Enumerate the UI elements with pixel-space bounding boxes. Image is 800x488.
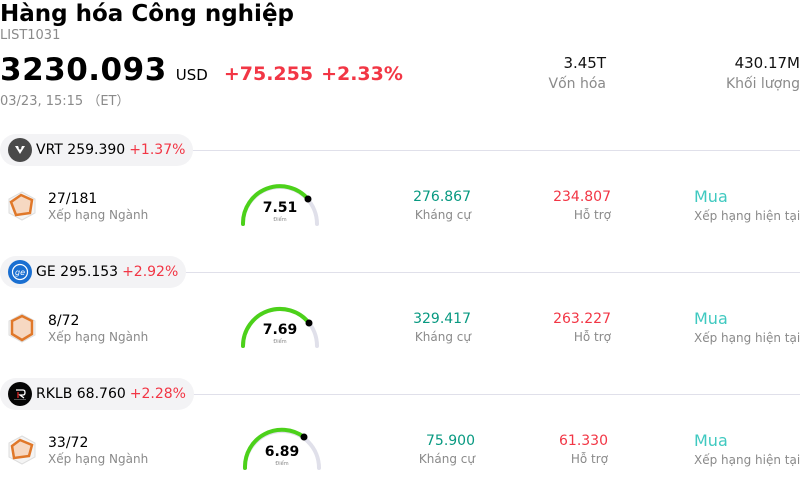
resistance: 276.867 Kháng cự [413, 188, 471, 224]
ticker: RKLB [36, 386, 73, 402]
score-gauge: 7.69 Điểm [238, 302, 328, 358]
score-label: Điểm [275, 461, 289, 467]
resistance-label: Kháng cự [414, 330, 471, 344]
ticker: GE [36, 264, 56, 280]
support-value: 234.807 [553, 189, 611, 205]
industry-rank-value: 8/72 [48, 313, 80, 329]
stock-card-vrt: VRT 259.390 +1.37% 27/181 Xếp hạng Ngành… [0, 134, 800, 256]
rating-value: Mua [694, 431, 728, 450]
rating-label: Xếp hạng hiện tại [694, 209, 800, 223]
support-value: 263.227 [553, 311, 611, 327]
volume-stat: 430.17M Khối lượng [726, 53, 800, 95]
score-value: 6.89 [264, 444, 300, 460]
svg-text:ge: ge [15, 268, 25, 277]
rating-label: Xếp hạng hiện tại [694, 453, 800, 467]
resistance: 329.417 Kháng cự [413, 310, 471, 346]
resistance-value: 329.417 [413, 311, 471, 327]
support: 234.807 Hỗ trợ [553, 188, 611, 224]
divider [180, 150, 800, 151]
timestamp: 03/23, 15:15 （ET） [0, 94, 130, 109]
stock-chip-rklb[interactable]: RKLB 68.760 +2.28% [0, 378, 194, 410]
rklb-logo-icon [8, 382, 32, 406]
vrt-logo-icon [8, 138, 32, 162]
industry-rank-radar-icon [8, 191, 36, 221]
stock-change-pct: +1.37% [129, 142, 186, 158]
divider [180, 272, 800, 273]
volume-value: 430.17M [734, 54, 800, 72]
rating-label: Xếp hạng hiện tại [694, 331, 800, 345]
rating-value: Mua [694, 187, 728, 206]
resistance-label: Kháng cự [418, 452, 475, 466]
currency: USD [175, 66, 208, 84]
resistance-label: Kháng cự [414, 208, 471, 222]
support-label: Hỗ trợ [570, 452, 608, 466]
stock-price: 259.390 [67, 142, 126, 158]
support: 263.227 Hỗ trợ [553, 310, 611, 346]
volume-label: Khối lượng [725, 76, 800, 92]
industry-rank-label: Xếp hạng Ngành [48, 452, 149, 466]
price-change: +75.255 [223, 63, 314, 85]
market-cap-label: Vốn hóa [548, 76, 606, 92]
support-label: Hỗ trợ [573, 330, 611, 344]
score-value: 7.69 [262, 322, 298, 338]
support: 61.330 Hỗ trợ [559, 432, 608, 468]
ticker: VRT [36, 142, 63, 158]
score-label: Điểm [273, 217, 287, 223]
support-label: Hỗ trợ [573, 208, 611, 222]
stock-change-pct: +2.92% [122, 264, 179, 280]
stock-chip-vrt[interactable]: VRT 259.390 +1.37% [0, 134, 194, 166]
stock-price: 295.153 [60, 264, 119, 280]
resistance-value: 276.867 [413, 189, 471, 205]
current-rating: Mua Xếp hạng hiện tại [694, 431, 800, 469]
stock-card-ge: ge GE 295.153 +2.92% 8/72 Xếp hạng Ngành… [0, 256, 800, 378]
resistance-value: 75.900 [426, 433, 475, 449]
industry-rank-radar-icon [8, 313, 36, 343]
current-rating: Mua Xếp hạng hiện tại [694, 309, 800, 347]
resistance: 75.900 Kháng cự [419, 432, 475, 468]
price-row: 3230.093 USD +75.255 +2.33% [0, 52, 403, 88]
index-price: 3230.093 [0, 52, 167, 88]
stock-price: 68.760 [76, 386, 126, 402]
stock-card-rklb: RKLB 68.760 +2.28% 33/72 Xếp hạng Ngành … [0, 378, 800, 488]
current-rating: Mua Xếp hạng hiện tại [694, 187, 800, 225]
industry-rank-label: Xếp hạng Ngành [48, 208, 149, 222]
stock-change-pct: +2.28% [129, 386, 186, 402]
industry-rank-value: 33/72 [48, 435, 89, 451]
divider [180, 394, 800, 395]
support-value: 61.330 [559, 433, 608, 449]
score-gauge: 6.89 Điểm [240, 424, 330, 480]
industry-rank-label: Xếp hạng Ngành [48, 330, 149, 344]
stock-chip-ge[interactable]: ge GE 295.153 +2.92% [0, 256, 187, 288]
ge-logo-icon: ge [8, 260, 32, 284]
market-cap-value: 3.45T [563, 54, 606, 72]
score-gauge: 7.51 Điểm [238, 180, 328, 236]
list-code: LIST1031 [0, 28, 61, 43]
score-label: Điểm [273, 339, 287, 345]
page-title: Hàng hóa Công nghiệp [0, 1, 295, 27]
industry-rank-value: 27/181 [48, 191, 98, 207]
rating-value: Mua [694, 309, 728, 328]
industry-rank-radar-icon [8, 435, 36, 465]
market-cap-stat: 3.45T Vốn hóa [549, 53, 606, 95]
price-change-pct: +2.33% [321, 63, 403, 85]
score-value: 7.51 [262, 200, 298, 216]
